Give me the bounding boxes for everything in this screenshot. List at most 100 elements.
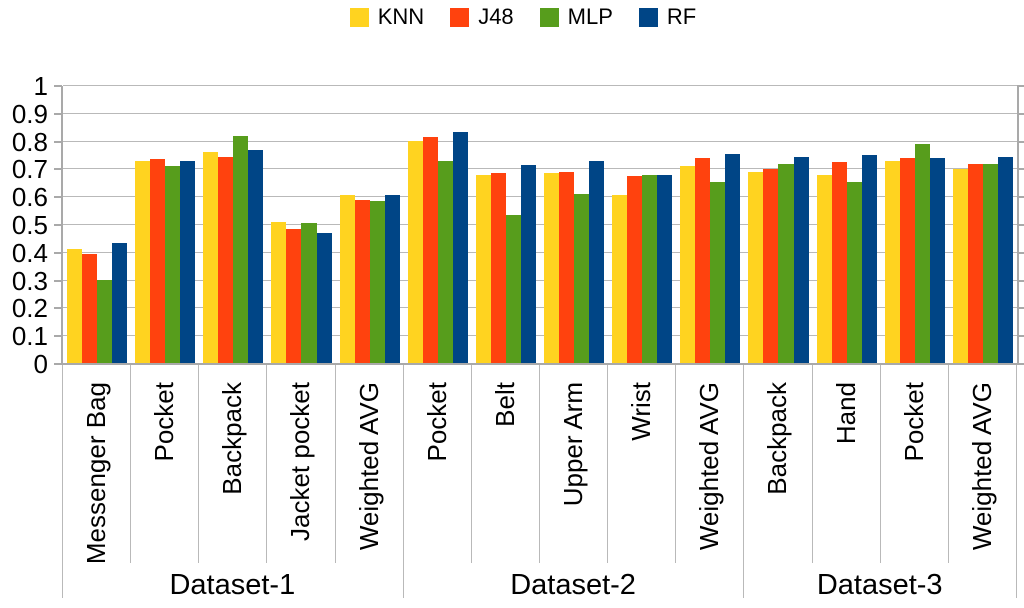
bar-rf-3 — [248, 150, 264, 363]
bar-rf-2 — [180, 161, 196, 363]
y-axis-line — [61, 86, 63, 365]
y-axis-tick-label-0.4: 0.4 — [11, 238, 48, 268]
gridline-0.6 — [63, 196, 1017, 197]
bar-rf-6 — [452, 132, 468, 363]
y-axis-tick-label-0.1: 0.1 — [11, 321, 48, 351]
bar-group-4 — [267, 86, 335, 363]
category-label-cell-4: Jacket pocket — [266, 382, 334, 572]
bar-mlp-8 — [574, 194, 590, 363]
bar-group-8 — [540, 86, 608, 363]
gridline-1 — [63, 85, 1017, 86]
category-label-9: Wrist — [626, 382, 657, 441]
y-tick-right-0.6 — [1017, 196, 1024, 198]
gridline-0.8 — [63, 141, 1017, 142]
category-label-8: Upper Arm — [558, 382, 589, 507]
bar-knn-6 — [407, 141, 423, 363]
bar-mlp-12 — [846, 182, 862, 363]
bar-mlp-10 — [710, 182, 726, 363]
y-tick-right-0.2 — [1017, 307, 1024, 309]
bar-mlp-9 — [642, 175, 658, 363]
y-tick-right-0.9 — [1017, 113, 1024, 115]
category-label-cell-14: Weighted AVG — [948, 382, 1016, 572]
category-label-13: Pocket — [898, 382, 929, 462]
y-tick-right-0.1 — [1017, 335, 1024, 337]
bar-knn-14 — [952, 169, 968, 363]
y-tick-left-0.3 — [54, 280, 62, 282]
bar-j48-2 — [150, 159, 166, 363]
bar-rf-9 — [657, 175, 673, 363]
legend-label-j48: J48 — [478, 4, 514, 29]
category-label-7: Belt — [489, 382, 520, 427]
bar-group-1 — [63, 86, 131, 363]
bar-rf-1 — [112, 243, 128, 363]
bar-j48-7 — [490, 173, 506, 363]
y-tick-left-0.1 — [54, 335, 62, 337]
bar-mlp-11 — [778, 164, 794, 363]
category-separator — [198, 365, 199, 563]
bar-group-7 — [472, 86, 540, 363]
bar-rf-4 — [316, 233, 332, 363]
bar-knn-7 — [475, 175, 491, 363]
category-label-cell-10: Weighted AVG — [675, 382, 743, 572]
bar-j48-13 — [899, 158, 915, 363]
dataset-label-3: Dataset-3 — [816, 569, 943, 601]
y-tick-left-0.2 — [54, 307, 62, 309]
category-label-11: Backpack — [762, 382, 793, 495]
bar-rf-7 — [520, 165, 536, 363]
y-axis-tick-label-0.3: 0.3 — [11, 266, 48, 296]
bar-knn-11 — [748, 172, 764, 363]
legend-swatch-mlp — [539, 7, 559, 27]
category-label-12: Hand — [830, 382, 861, 445]
category-label-cell-9: Wrist — [607, 382, 675, 572]
bar-j48-11 — [763, 169, 779, 363]
y-tick-right-0.7 — [1017, 168, 1024, 170]
bar-mlp-2 — [165, 166, 181, 363]
legend-swatch-knn — [349, 7, 369, 27]
y-tick-right-0.4 — [1017, 252, 1024, 254]
bar-mlp-3 — [233, 136, 249, 363]
gridline-0.5 — [63, 224, 1017, 225]
bar-knn-8 — [544, 173, 560, 363]
category-separator — [812, 365, 813, 563]
bar-knn-12 — [816, 175, 832, 363]
legend-swatch-j48 — [450, 7, 470, 27]
bar-mlp-6 — [437, 161, 453, 363]
bar-knn-1 — [67, 249, 83, 363]
x-axis-band: Messenger Bag Pocket Backpack Jacket pocket… — [62, 365, 1018, 608]
y-tick-left-0.8 — [54, 141, 62, 143]
y-tick-left-0.9 — [54, 113, 62, 115]
category-separator — [471, 365, 472, 563]
category-label-10: Weighted AVG — [694, 382, 725, 551]
legend-item-j48: J48 — [450, 4, 514, 29]
category-separator — [335, 365, 336, 563]
bar-group-10 — [676, 86, 744, 363]
bar-mlp-1 — [97, 280, 113, 363]
category-separator — [675, 365, 676, 563]
bar-j48-4 — [286, 229, 302, 363]
dataset-label-1: Dataset-1 — [169, 569, 296, 601]
y-tick-right-0 — [1017, 363, 1024, 365]
bar-j48-9 — [627, 176, 643, 363]
category-separator — [880, 365, 881, 563]
y-axis-tick-label-1: 1 — [33, 71, 48, 101]
legend-item-knn: KNN — [349, 5, 424, 29]
legend: KNN J48 MLP RF — [11, 5, 1024, 29]
bar-mlp-7 — [505, 215, 521, 363]
bar-j48-12 — [831, 162, 847, 363]
category-label-cell-7: Belt — [471, 382, 539, 572]
bar-mlp-4 — [301, 223, 317, 363]
y-tick-right-0.3 — [1017, 280, 1024, 282]
category-separator — [539, 365, 540, 563]
y-tick-left-0.4 — [54, 252, 62, 254]
y-tick-right-0.8 — [1017, 141, 1024, 143]
bar-j48-3 — [218, 157, 234, 363]
category-label-6: Pocket — [421, 382, 452, 462]
category-separator — [130, 365, 131, 563]
y-tick-left-0 — [54, 363, 62, 365]
bar-rf-11 — [793, 157, 809, 363]
dataset-separator — [1016, 365, 1017, 598]
bar-group-12 — [813, 86, 881, 363]
y-axis-tick-label-0.7: 0.7 — [11, 154, 48, 184]
category-label-cell-1: Messenger Bag — [62, 382, 130, 572]
legend-label-mlp: MLP — [567, 4, 613, 29]
